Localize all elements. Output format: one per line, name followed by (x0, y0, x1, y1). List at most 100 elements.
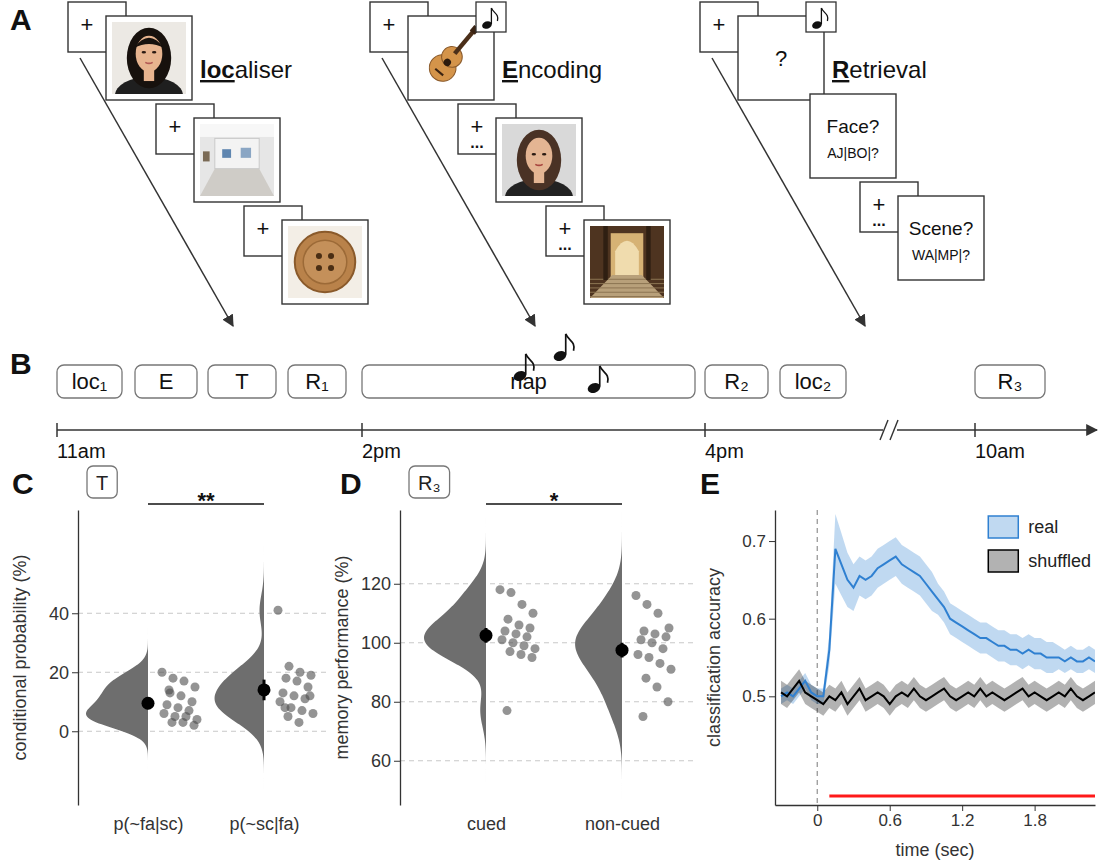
data-point (517, 650, 526, 659)
label-part: ncoding (518, 56, 602, 83)
tick-mark (72, 731, 78, 732)
x-axis: 00.61.21.8 (776, 805, 1096, 830)
guitar-neck (453, 29, 476, 55)
tick-label: 40 (49, 604, 69, 624)
fixation-cross: + (383, 12, 396, 37)
data-point (188, 697, 197, 706)
title-box: T (87, 466, 117, 498)
legend: realshuffled (988, 516, 1091, 572)
grid-line (78, 613, 328, 614)
data-point (662, 632, 671, 641)
card-options: WA|MP|? (912, 247, 970, 263)
data-point (160, 709, 169, 718)
significance-line (829, 795, 1095, 798)
music-note (481, 8, 498, 30)
data-point (648, 638, 657, 647)
data-point (293, 677, 302, 686)
data-point (284, 712, 293, 721)
data-point (645, 653, 654, 662)
violin (86, 510, 148, 805)
eye (542, 153, 546, 156)
fixation-dots: ... (872, 212, 885, 229)
onset-line (817, 510, 818, 805)
card-question: ? (775, 46, 787, 71)
data-point (664, 697, 673, 706)
chart-panel: 0.50.60.700.61.21.8classification accura… (704, 510, 1096, 860)
tick-mark (769, 619, 775, 620)
title-frame (87, 466, 117, 498)
label-part: R (832, 56, 849, 83)
eye (142, 51, 146, 54)
mouth (535, 164, 542, 165)
session-box: nap (362, 365, 695, 398)
significance-label: ** (197, 488, 215, 513)
tick: 40 (49, 604, 78, 624)
note-stem (599, 366, 601, 387)
tick: 1.2 (951, 805, 975, 830)
data-point (639, 712, 648, 721)
cue-box (476, 2, 506, 32)
y-axis-title: classification accuracy (704, 568, 724, 747)
button-hole (316, 265, 322, 271)
session-frame (288, 365, 346, 398)
error-band (781, 669, 1095, 716)
painting (222, 149, 231, 158)
stimulus-card (282, 220, 368, 304)
tick-mark (394, 761, 400, 762)
data-point (515, 621, 524, 630)
axis-line (400, 511, 401, 806)
data-point (523, 632, 532, 641)
panel-letter: E (700, 467, 720, 500)
data-point (190, 721, 199, 730)
data-point (177, 691, 186, 700)
data-point (531, 644, 540, 653)
session-box: R₂ (705, 365, 768, 398)
violin (575, 510, 622, 805)
button-hole (316, 253, 322, 259)
data-point (634, 650, 643, 659)
note-flag (600, 366, 608, 383)
data-point (296, 668, 305, 677)
fixation-dots: ... (558, 236, 571, 253)
grid-line (78, 731, 328, 732)
tick: cued (467, 814, 506, 834)
data-point (653, 683, 662, 692)
picture (112, 22, 186, 94)
mean-marker (616, 644, 629, 657)
x-axis: cuednon-cued (467, 814, 660, 834)
data-point (282, 674, 291, 683)
stimulus-card (584, 220, 670, 304)
data-point (654, 609, 663, 618)
tick-label: 0 (813, 811, 822, 830)
data-point (279, 688, 288, 697)
chart-panel: 02040p(~fa|sc)p(~sc|fa)conditional proba… (10, 466, 328, 834)
tick: 0.7 (742, 532, 775, 551)
tick: 0.5 (742, 687, 775, 706)
eye (532, 153, 536, 156)
column (646, 226, 650, 280)
time-label: 2pm (362, 440, 401, 462)
floor-tile (590, 279, 664, 280)
tick: p(~fa|sc) (113, 814, 183, 834)
fixation-cross: + (169, 114, 182, 139)
panel-letter: D (340, 467, 362, 500)
data-point (643, 600, 652, 609)
tick-label: 100 (361, 633, 391, 653)
session-box: T (208, 365, 276, 398)
tick: 0.6 (878, 805, 902, 830)
violin (215, 510, 264, 805)
tick-label: 0 (59, 722, 69, 742)
tick: 100 (361, 633, 400, 653)
timeline-tick (361, 423, 363, 437)
session-frame (57, 365, 122, 398)
data-point (304, 683, 313, 692)
stimulus-card (194, 118, 280, 202)
panel-letter: B (10, 347, 32, 380)
stimulus-card (106, 16, 192, 114)
floor-tile (590, 292, 664, 293)
grid-line (400, 701, 696, 702)
data-point (281, 703, 290, 712)
card-question: Face? (827, 116, 880, 137)
data-point (306, 691, 315, 700)
title-frame (409, 466, 450, 498)
